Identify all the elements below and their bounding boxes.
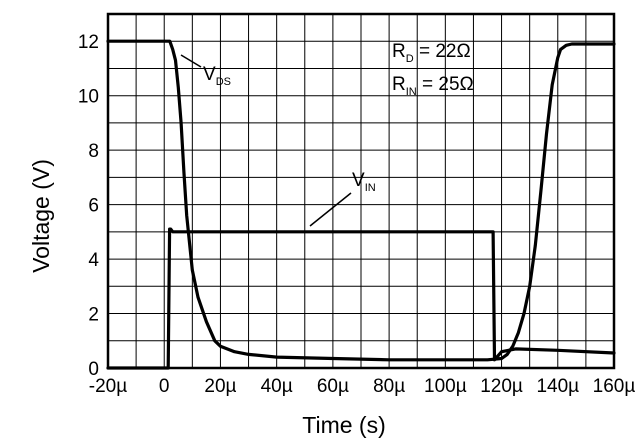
plot-frame xyxy=(106,12,616,370)
series-label-vds: VDS xyxy=(203,64,231,88)
series-label-vin: VIN xyxy=(352,170,376,194)
y-tick-label: 8 xyxy=(88,141,99,162)
x-tick-label: 80µ xyxy=(373,376,405,397)
series-line-vds xyxy=(106,39,616,362)
y-tick-label: 2 xyxy=(88,305,99,326)
x-tick-label: 20µ xyxy=(204,376,236,397)
x-tick-labels: -20µ 0 20µ 40µ 60µ 80µ 100µ 120µ 140µ 160µ xyxy=(89,376,636,397)
series-line-vin xyxy=(106,227,616,370)
x-tick-label: 140µ xyxy=(536,376,579,397)
y-tick-label: 6 xyxy=(88,196,99,217)
x-axis-title: Time (s) xyxy=(302,412,385,438)
y-tick-label: 0 xyxy=(88,359,99,380)
y-axis-title: Voltage (V) xyxy=(28,159,54,273)
grid-lines xyxy=(108,14,614,368)
y-tick-label: 12 xyxy=(78,32,99,53)
series-layer xyxy=(106,39,616,370)
annotation-rd: RD = 22Ω xyxy=(392,41,471,65)
x-tick-label: 60µ xyxy=(317,376,349,397)
y-tick-label: 10 xyxy=(78,87,99,108)
x-tick-label: -20µ xyxy=(89,376,127,397)
series-leader-vin xyxy=(309,192,352,227)
annotation-rin: RIN = 25Ω xyxy=(392,74,474,98)
x-tick-label: 40µ xyxy=(261,376,293,397)
x-tick-label: 160µ xyxy=(593,376,636,397)
y-tick-labels: 0 2 4 6 8 10 12 xyxy=(78,32,100,380)
x-tick-label: 120µ xyxy=(480,376,523,397)
x-tick-label: 100µ xyxy=(424,376,467,397)
x-tick-label: 0 xyxy=(159,376,170,397)
series-leader-vds xyxy=(180,54,202,68)
y-tick-label: 4 xyxy=(88,250,99,271)
